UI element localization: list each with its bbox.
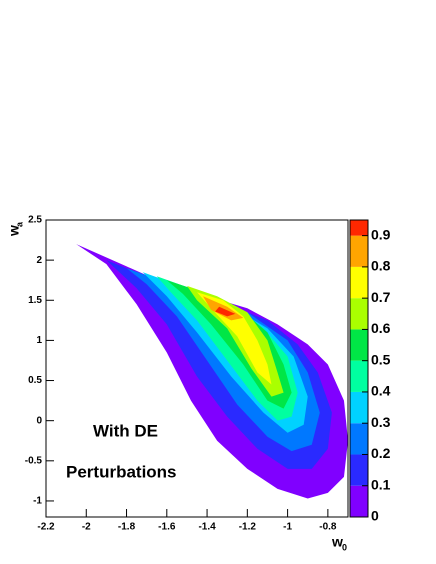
contour-region [215,306,236,317]
y-tick-label: 0 [36,415,42,426]
colorbar-bin [350,423,368,455]
colorbar-bin [350,235,368,267]
colorbar-bin [350,266,368,299]
y-axis-label-sub: a [14,221,24,227]
y-tick-label: 1.5 [28,295,42,306]
x-tick-label: -1.2 [239,522,257,533]
y-tick-label: -1 [33,496,42,507]
z-tick-label: 0.5 [371,351,391,367]
plot-frame [45,219,349,518]
y-tick-label: 0.5 [28,375,42,386]
colorbar-bin [350,454,368,486]
x-tick-label: -1.8 [118,522,136,533]
colorbar-bin [350,329,368,361]
y-tick-label: 2 [36,255,42,266]
contour-region [197,292,272,385]
z-tick-label: 0.6 [371,320,391,336]
colorbar-bin [350,220,368,236]
y-tick-label: 1 [36,335,42,346]
x-axis-label: w [331,534,343,550]
y-axis-label-group: w a [6,221,25,237]
y-axis-label: w [6,225,22,237]
x-tick-label: -1.6 [158,522,176,533]
annotation: Perturbations [66,462,177,481]
colorbar-frame [349,219,369,518]
z-tick-label: 0 [371,508,379,524]
x-tick-label: -0.8 [319,522,337,533]
annotation: With DE [93,421,158,440]
y-tick-label: -0.5 [25,455,43,466]
y-tick-label: 2.5 [28,215,42,226]
colorbar-bin [350,360,368,392]
colorbar-bin [350,391,368,424]
z-tick-label: 0.9 [371,226,391,242]
colorbar-bin [350,485,368,517]
z-tick-label: 0.8 [371,258,391,274]
x-tick-label: -1.4 [198,522,216,533]
z-tick-label: 0.4 [371,383,391,399]
colorbar-bin [350,298,368,330]
x-tick-label: -1 [283,522,292,533]
x-tick-label: -2.2 [37,522,55,533]
z-tick-label: 0.3 [371,414,391,430]
x-tick-label: -2 [82,522,91,533]
z-tick-label: 0.2 [371,445,391,461]
x-axis-label-sub: 0 [342,542,347,552]
z-tick-label: 0.7 [371,289,391,305]
z-tick-label: 0.1 [371,476,391,492]
